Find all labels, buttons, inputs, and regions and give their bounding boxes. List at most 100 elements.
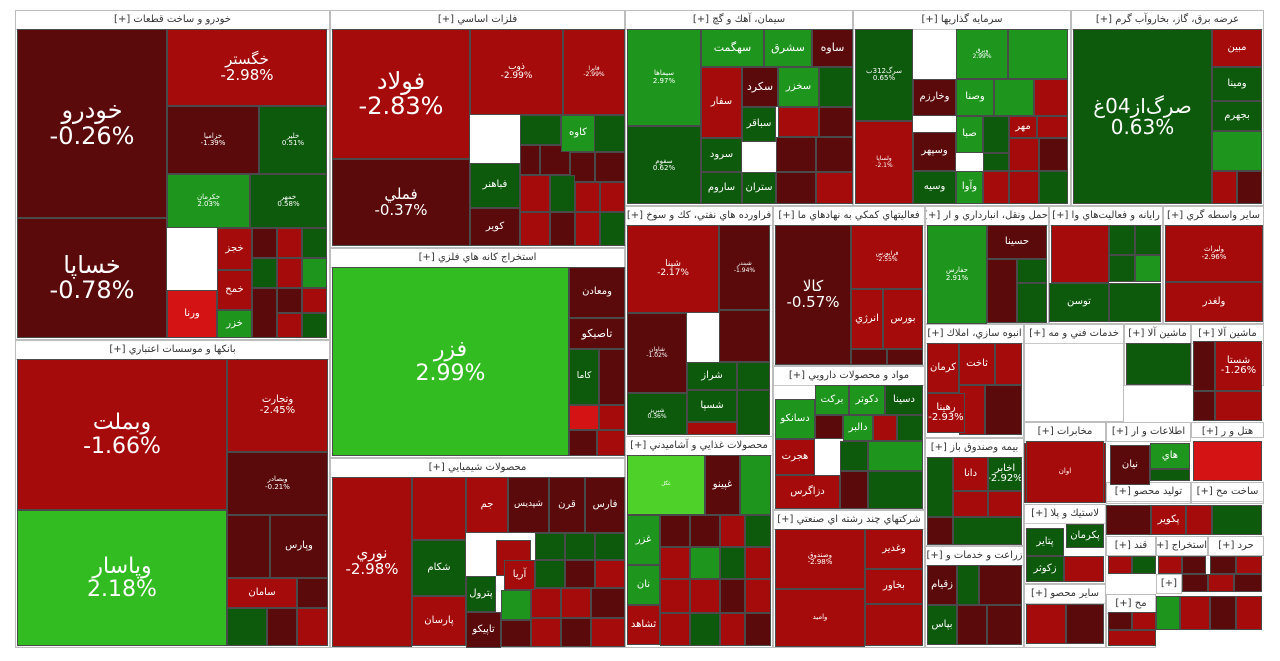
- stock-tile[interactable]: پكرمان: [1066, 524, 1104, 548]
- stock-tile[interactable]: [745, 547, 771, 579]
- stock-tile[interactable]: آريا: [504, 560, 535, 590]
- stock-tile[interactable]: خمح: [217, 270, 252, 310]
- stock-tile[interactable]: [575, 182, 600, 212]
- stock-tile[interactable]: رهينا -2.93%: [927, 393, 965, 433]
- stock-tile[interactable]: پكوير: [1151, 505, 1186, 535]
- stock-tile[interactable]: هاي: [1150, 443, 1190, 469]
- stock-tile[interactable]: وصندوق -2.98%: [775, 529, 865, 589]
- stock-tile[interactable]: بپاس: [927, 605, 957, 645]
- stock-tile[interactable]: [520, 115, 561, 145]
- stock-tile[interactable]: [1180, 596, 1210, 630]
- sector-header[interactable]: هتل و ر [+]: [1192, 423, 1263, 437]
- stock-tile[interactable]: [983, 153, 1009, 171]
- stock-tile[interactable]: بخاور: [865, 569, 923, 604]
- stock-tile[interactable]: [1017, 283, 1047, 323]
- stock-tile[interactable]: تاپيكو: [466, 612, 501, 648]
- stock-tile[interactable]: [597, 430, 625, 456]
- stock-tile[interactable]: ثاخت: [959, 343, 995, 385]
- stock-tile[interactable]: [1051, 225, 1109, 283]
- stock-tile[interactable]: [720, 547, 745, 579]
- stock-tile[interactable]: [988, 491, 1022, 517]
- stock-tile[interactable]: [927, 457, 953, 517]
- stock-tile[interactable]: [535, 560, 565, 588]
- sector-header[interactable]: سيمان، آهك و گچ [+]: [626, 11, 852, 30]
- stock-tile[interactable]: مهر: [1009, 116, 1037, 138]
- stock-tile[interactable]: تاصيكو: [569, 318, 625, 349]
- stock-tile[interactable]: [1135, 225, 1161, 255]
- stock-tile[interactable]: [851, 349, 887, 365]
- stock-tile[interactable]: [957, 565, 979, 605]
- stock-tile[interactable]: وآوا: [956, 171, 983, 204]
- stock-tile[interactable]: سكرد: [742, 67, 778, 107]
- stock-tile[interactable]: [569, 405, 599, 430]
- stock-tile[interactable]: [1158, 556, 1182, 574]
- sector-header[interactable]: ساير واسطه گري [+]: [1164, 207, 1263, 226]
- stock-tile[interactable]: سباقر: [742, 107, 776, 142]
- stock-tile[interactable]: دكوثر: [849, 385, 885, 415]
- sector-header[interactable]: مخابرات [+]: [1025, 423, 1105, 442]
- stock-tile[interactable]: [565, 533, 595, 560]
- stock-tile[interactable]: [983, 171, 1009, 204]
- stock-tile[interactable]: [719, 310, 770, 362]
- stock-tile[interactable]: غگل: [627, 455, 705, 515]
- stock-tile[interactable]: [1193, 341, 1215, 391]
- stock-tile[interactable]: [277, 258, 302, 288]
- sector-header[interactable]: خودرو و ساخت قطعات [+]: [16, 11, 329, 30]
- stock-tile[interactable]: سرود: [701, 138, 742, 172]
- stock-tile[interactable]: هجرت: [775, 439, 815, 475]
- stock-tile[interactable]: [531, 588, 561, 618]
- stock-tile[interactable]: سامان: [227, 578, 297, 608]
- stock-tile[interactable]: [1037, 116, 1068, 138]
- stock-tile[interactable]: [520, 175, 550, 212]
- stock-tile[interactable]: [957, 605, 987, 645]
- stock-tile[interactable]: [690, 613, 720, 646]
- stock-tile[interactable]: زكوثر: [1026, 556, 1064, 582]
- stock-tile[interactable]: [983, 116, 1009, 153]
- stock-tile[interactable]: شپديس: [508, 477, 549, 533]
- stock-tile[interactable]: [1132, 612, 1156, 630]
- stock-tile[interactable]: سفوم 0.62%: [627, 126, 701, 204]
- sector-header[interactable]: بيمه وصندوق باز [+]: [926, 439, 1023, 458]
- stock-tile[interactable]: [1108, 612, 1132, 630]
- stock-tile[interactable]: [776, 172, 816, 204]
- sector-header[interactable]: زراعت و خدمات و [+]: [926, 547, 1023, 566]
- sector-header[interactable]: استخراج كانه هاي فلزي [+]: [331, 249, 624, 268]
- stock-tile[interactable]: [1109, 283, 1161, 322]
- sector-header[interactable]: اطلاعات و ار [+]: [1107, 423, 1190, 441]
- stock-tile[interactable]: [819, 67, 853, 107]
- stock-tile[interactable]: [565, 560, 595, 588]
- stock-tile[interactable]: [840, 441, 868, 471]
- stock-tile[interactable]: [1182, 556, 1206, 574]
- stock-tile[interactable]: [1126, 343, 1191, 385]
- sector-header[interactable]: بانكها و موسسات اعتباري [+]: [16, 341, 329, 360]
- stock-tile[interactable]: صبا: [956, 116, 983, 153]
- stock-tile[interactable]: ومينا: [1212, 67, 1262, 101]
- stock-tile[interactable]: وپارس: [270, 515, 328, 578]
- stock-tile[interactable]: [865, 604, 923, 646]
- stock-tile[interactable]: كوير: [470, 208, 520, 246]
- stock-tile[interactable]: سخزر: [778, 67, 819, 107]
- stock-tile[interactable]: [1039, 138, 1068, 171]
- stock-tile[interactable]: [720, 515, 745, 547]
- stock-tile[interactable]: شسپا: [687, 390, 737, 422]
- stock-tile[interactable]: ذوب -2.99%: [470, 29, 563, 115]
- stock-tile[interactable]: وبرق 2.99%: [956, 29, 1008, 79]
- stock-tile[interactable]: [987, 259, 1017, 323]
- stock-tile[interactable]: سرگ312ب 0.65%: [855, 29, 913, 121]
- sector-header[interactable]: ساير محصو [+]: [1025, 585, 1105, 604]
- stock-tile[interactable]: [1215, 391, 1262, 421]
- stock-tile[interactable]: [1017, 259, 1047, 283]
- stock-tile[interactable]: [1237, 171, 1262, 204]
- stock-tile[interactable]: خمهر 0.58%: [250, 174, 327, 228]
- stock-tile[interactable]: دسانكو: [775, 399, 815, 439]
- stock-tile[interactable]: [550, 212, 575, 246]
- stock-tile[interactable]: وبملت -1.66%: [17, 359, 227, 510]
- stock-tile[interactable]: فرابورس -2.55%: [851, 225, 923, 289]
- stock-tile[interactable]: [816, 137, 853, 172]
- stock-tile[interactable]: وخارزم: [913, 79, 956, 116]
- stock-tile[interactable]: ساروم: [701, 172, 742, 204]
- stock-tile[interactable]: [1039, 171, 1068, 204]
- stock-tile[interactable]: [816, 172, 853, 204]
- stock-tile[interactable]: [953, 491, 988, 517]
- stock-tile[interactable]: [595, 152, 625, 182]
